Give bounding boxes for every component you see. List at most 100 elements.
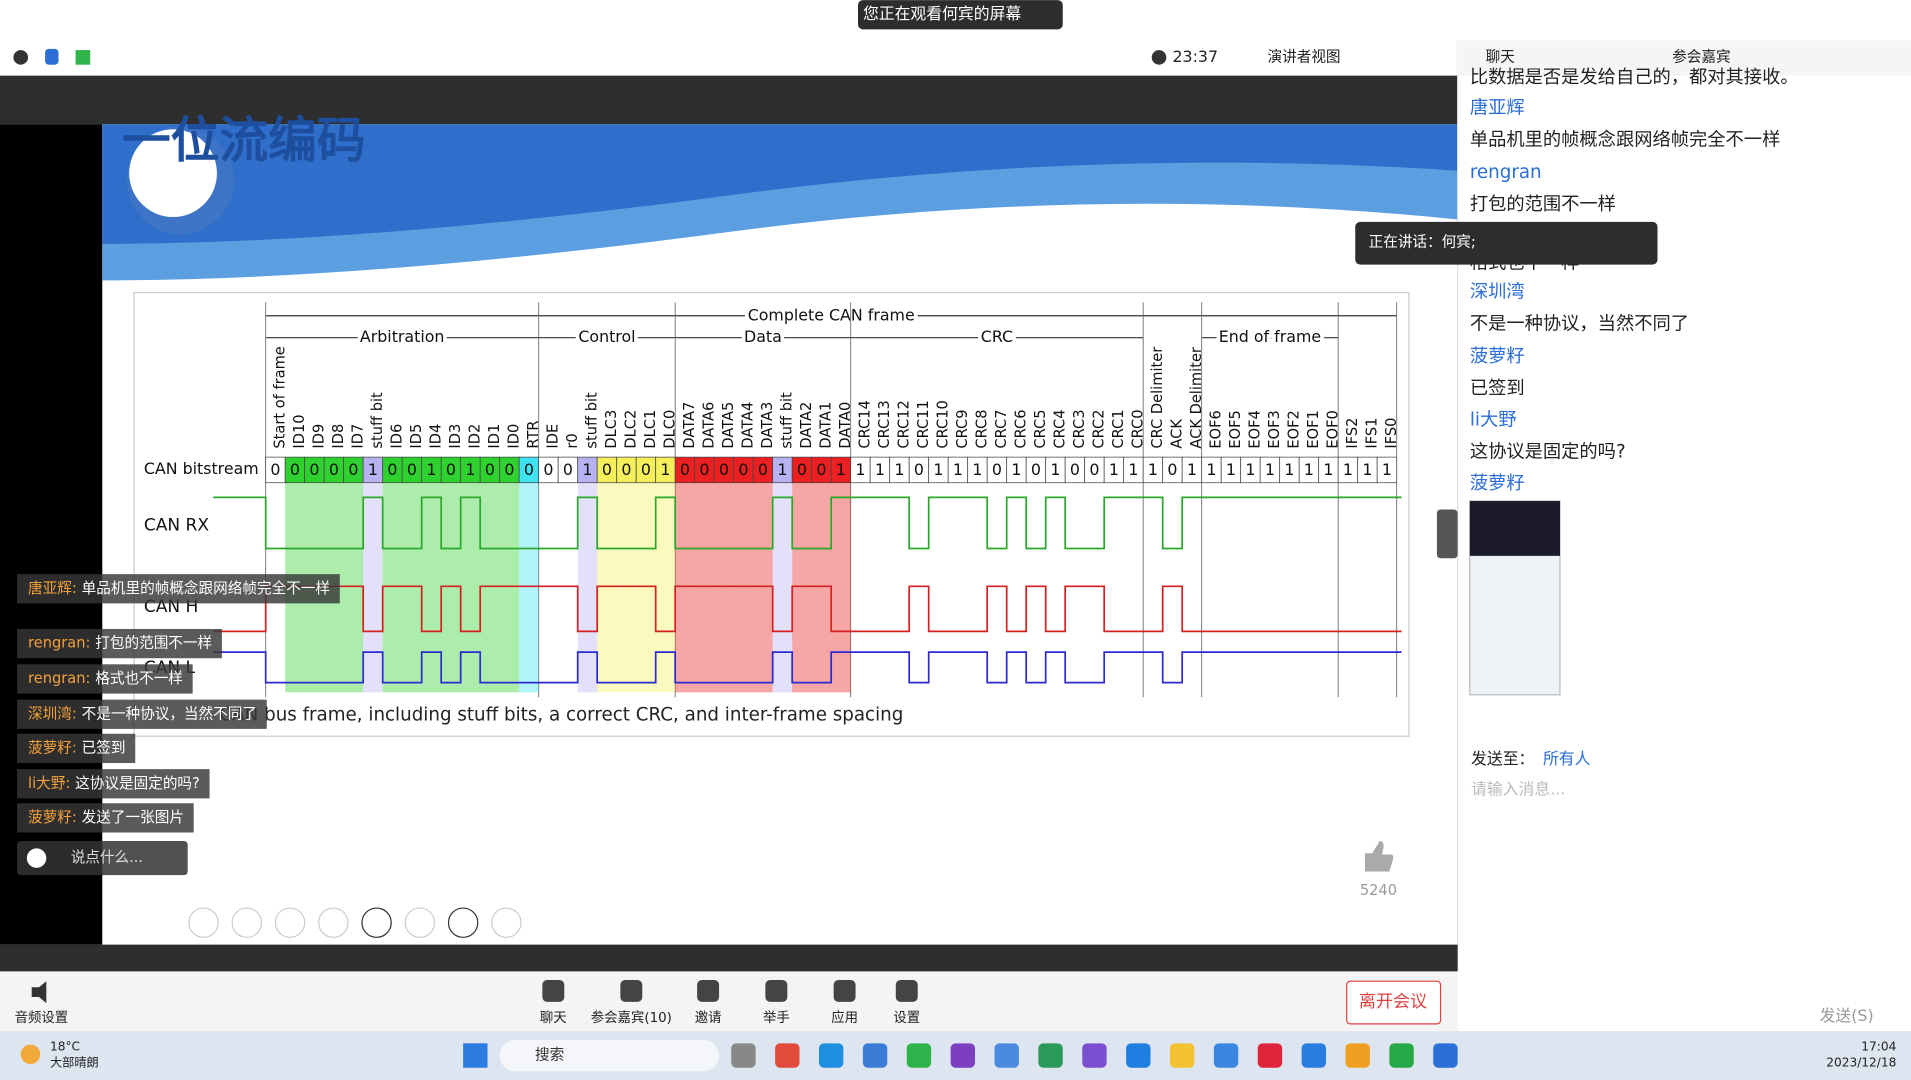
toolbar-label: 设置 [893, 1010, 920, 1026]
taskbar-app[interactable] [1126, 1043, 1151, 1068]
chat-text: 这协议是固定的吗? [1470, 441, 1626, 462]
toolbar-icon[interactable] [620, 979, 643, 1002]
overlay-bg [17, 803, 194, 833]
chat-name: rengran [1470, 162, 1542, 183]
field-label: EOF2 [1285, 410, 1302, 448]
toolbar-right [1457, 971, 1911, 1032]
slide-circle-inner [129, 129, 217, 218]
toolbar-label: 邀请 [695, 1010, 722, 1026]
bit: 1 [855, 460, 865, 479]
slide-control[interactable] [188, 907, 219, 938]
field-label: CRC10 [934, 400, 951, 448]
row-label: CAN bitstream [144, 459, 259, 478]
bit: 0 [992, 460, 1002, 479]
bit-band [831, 482, 851, 693]
leave-button[interactable] [1346, 980, 1442, 1025]
start-icon[interactable] [463, 1043, 488, 1068]
group-title: Data [744, 327, 782, 346]
bit: 1 [1011, 460, 1021, 479]
bit: 1 [368, 460, 378, 479]
slide-control[interactable] [274, 907, 306, 938]
bit: 0 [387, 460, 397, 479]
bit: 0 [348, 460, 358, 479]
slide-control[interactable] [404, 907, 436, 938]
say-box[interactable] [17, 841, 188, 876]
chat-name: 菠萝籽 [1470, 346, 1525, 367]
field-label: CRC0 [1129, 409, 1146, 448]
overlay-text: 打包的范围不一样 [95, 635, 212, 652]
field-label: DATA0 [837, 402, 854, 449]
field-label: EOF4 [1246, 410, 1263, 448]
field-label: CRC3 [1071, 409, 1088, 448]
field-label: Start of frame [271, 346, 288, 448]
taskbar-app[interactable] [1082, 1043, 1107, 1068]
overlay-name: 菠萝籽: [28, 809, 77, 826]
bit-band [733, 482, 754, 693]
taskbar-app[interactable] [1257, 1043, 1283, 1068]
taskbar-app[interactable] [1213, 1043, 1239, 1068]
speaking: 正在讲话：何宾; [1369, 234, 1476, 251]
bit: 1 [1226, 460, 1236, 479]
field-label: EOF0 [1324, 410, 1341, 448]
field-label: CRC Delimiter [1149, 347, 1166, 449]
bit: 0 [446, 460, 456, 479]
taskbar-app[interactable] [1038, 1043, 1063, 1068]
overlay-bg [17, 628, 222, 659]
slide-control[interactable] [491, 907, 522, 938]
field-label: EOF3 [1266, 410, 1283, 448]
taskbar-app[interactable] [1389, 1043, 1414, 1068]
taskbar-app[interactable] [1170, 1043, 1195, 1068]
taskbar-app[interactable] [731, 1043, 756, 1068]
slide-control[interactable] [361, 907, 392, 938]
bit-band [499, 482, 520, 693]
toolbar-icon[interactable] [542, 979, 565, 1002]
field-label: ID5 [408, 424, 425, 449]
slide-control[interactable] [447, 907, 479, 938]
taskbar-app[interactable] [775, 1043, 800, 1068]
audio-icon [31, 981, 47, 1004]
toolbar-icon[interactable] [765, 979, 788, 1002]
bit-band [480, 482, 500, 693]
taskbar-app[interactable] [906, 1043, 932, 1068]
waveform [213, 585, 1402, 633]
bit-band [753, 482, 773, 693]
toolbar-icon[interactable] [697, 979, 720, 1002]
toolbar-label: 举手 [763, 1010, 790, 1026]
bit: 0 [309, 460, 319, 479]
search-box[interactable] [499, 1039, 720, 1072]
field-label: ID10 [291, 414, 308, 448]
tab-attendees: 参会嘉宾 [1672, 48, 1730, 65]
taskbar-app[interactable] [1301, 1043, 1326, 1068]
field-label: DATA6 [700, 402, 717, 449]
slide-title: 一位流编码 [122, 113, 366, 169]
bit-band [421, 482, 442, 693]
bit-band [714, 482, 734, 693]
field-label: DATA4 [739, 402, 756, 449]
toolbar-icon[interactable] [895, 979, 918, 1002]
bit: 0 [719, 460, 729, 479]
taskbar-app[interactable] [1433, 1043, 1458, 1068]
clock: 17:04 [1861, 1040, 1896, 1054]
bit: 0 [290, 460, 300, 479]
waveform [213, 651, 1402, 684]
field-label: stuff bit [583, 392, 600, 449]
taskbar-app[interactable] [862, 1043, 888, 1068]
banner-text: 您正在观看何宾的屏幕 [863, 4, 1021, 23]
slide-control[interactable] [231, 907, 263, 938]
emoji-icon[interactable] [26, 848, 47, 868]
chat-text: 不是一种协议，当然不同了 [1470, 313, 1689, 334]
toolbar-icon[interactable] [833, 979, 856, 1002]
taskbar-app[interactable] [950, 1043, 975, 1068]
taskbar-app[interactable] [819, 1043, 844, 1068]
collapse-handle[interactable] [1436, 509, 1458, 559]
group-title: CRC [981, 327, 1013, 346]
slide-control[interactable] [318, 907, 349, 938]
overlay-text: 不是一种协议，当然不同了 [82, 705, 257, 722]
bit: 1 [660, 460, 670, 479]
field-label: r0 [564, 433, 581, 448]
leave: 离开会议 [1359, 992, 1427, 1012]
field-label: CRC4 [1051, 409, 1068, 448]
taskbar-app[interactable] [994, 1043, 1019, 1068]
taskbar-app[interactable] [1345, 1043, 1370, 1068]
